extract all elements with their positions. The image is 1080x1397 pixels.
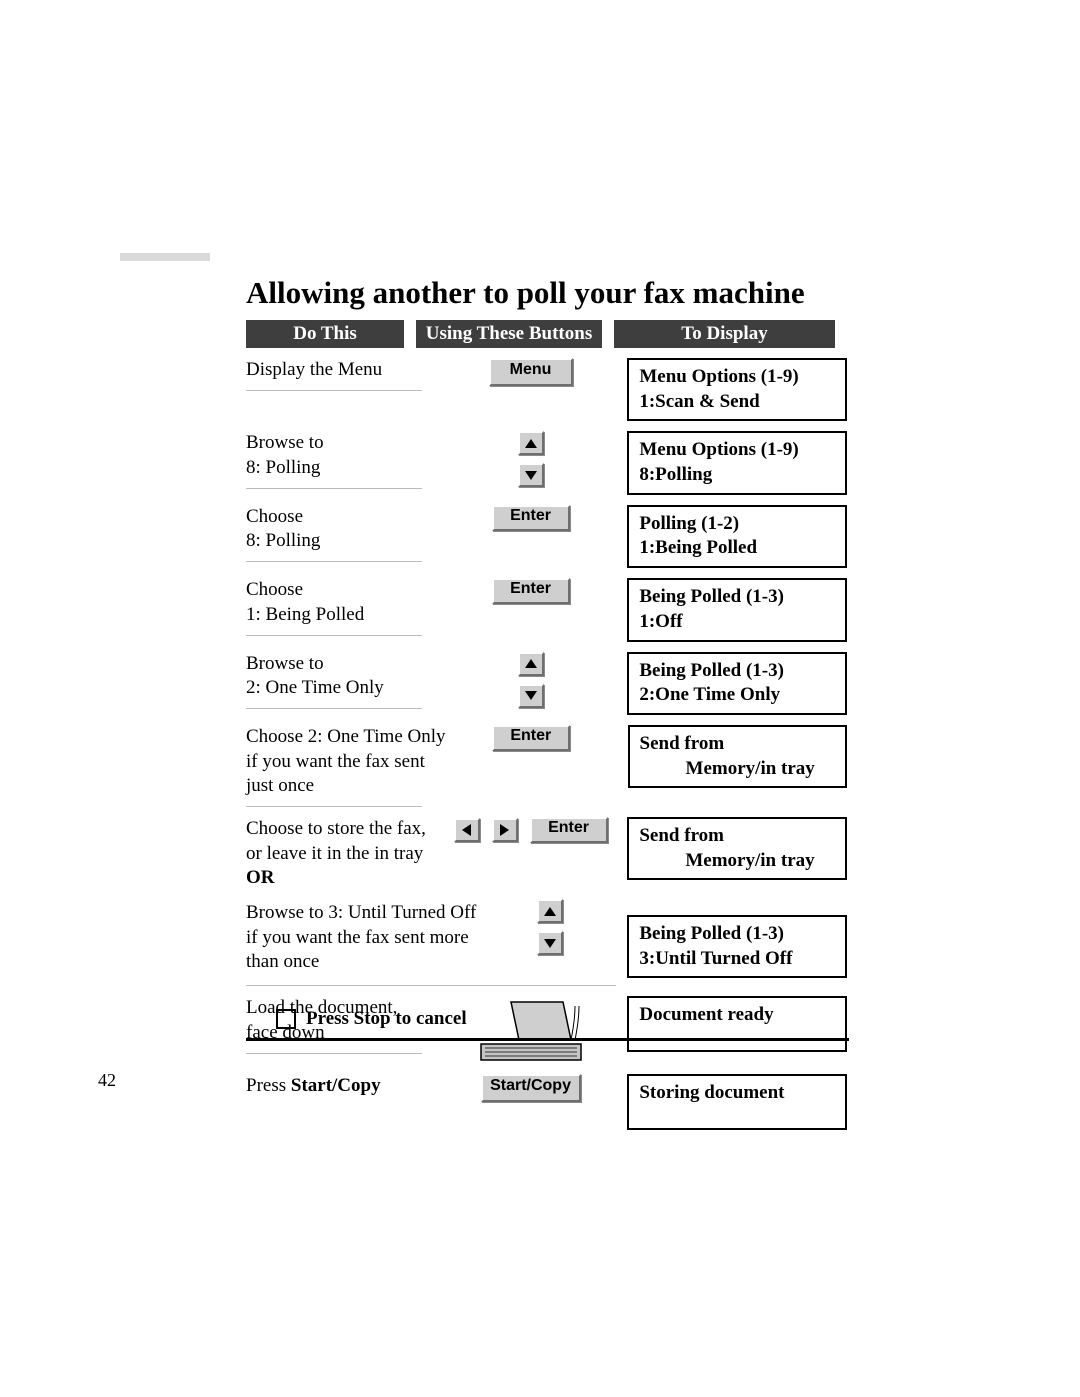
page-number: 42 xyxy=(98,1070,116,1091)
enter-button: Enter xyxy=(492,578,570,604)
do-this-text: Choose to store the fax, xyxy=(246,817,438,842)
enter-button: Enter xyxy=(530,817,608,843)
arrow-down-icon xyxy=(518,463,544,487)
display-line: 2:One Time Only xyxy=(639,683,835,708)
do-this-text: 1: Being Polled xyxy=(246,603,438,628)
do-this-text: just once xyxy=(246,774,438,799)
lcd-display: Being Polled (1-3) 2:One Time Only xyxy=(627,652,847,715)
col-do-this: Do This xyxy=(246,320,404,348)
do-this-text: Browse to xyxy=(246,652,438,677)
display-line: Being Polled (1-3) xyxy=(639,585,835,610)
table-row: Press Start/Copy Start/Copy Storing docu… xyxy=(246,1064,847,1130)
display-line: Storing document xyxy=(639,1081,835,1106)
display-line: Menu Options (1-9) xyxy=(639,438,835,463)
section-heading: Allowing another to poll your fax machin… xyxy=(246,275,805,311)
display-line: Menu Options (1-9) xyxy=(639,365,835,390)
do-this-text: Choose xyxy=(246,505,438,530)
do-this-text: Press xyxy=(246,1075,291,1096)
arrow-down-icon xyxy=(518,684,544,708)
do-this-text: Display the Menu xyxy=(246,359,382,380)
col-using-buttons: Using These Buttons xyxy=(416,320,602,348)
do-this-text: 8: Polling xyxy=(246,456,438,481)
col-to-display: To Display xyxy=(614,320,835,348)
table-row: Choose to store the fax, or leave it in … xyxy=(246,807,847,891)
separator xyxy=(246,1053,422,1054)
do-this-text: Browse to xyxy=(246,431,438,456)
arrow-up-icon xyxy=(518,652,544,676)
checkbox-icon xyxy=(276,1009,296,1029)
separator xyxy=(246,635,422,636)
lcd-display: Polling (1-2) 1:Being Polled xyxy=(627,505,847,568)
arrow-right-icon xyxy=(492,818,518,842)
table-row: Choose 2: One Time Only if you want the … xyxy=(246,715,847,807)
do-this-bold: Start/Copy xyxy=(291,1075,381,1096)
arrow-left-icon xyxy=(454,818,480,842)
table-row: Display the Menu Menu Menu Options (1-9)… xyxy=(246,348,847,421)
table-header-row: Do This Using These Buttons To Display xyxy=(246,320,847,348)
footer-text: Press Stop to cancel xyxy=(306,1008,467,1030)
enter-button: Enter xyxy=(492,505,570,531)
manual-page: Allowing another to poll your fax machin… xyxy=(0,0,1080,1397)
lcd-display: Menu Options (1-9) 8:Polling xyxy=(627,431,847,494)
display-line: Memory/in tray xyxy=(640,757,835,782)
display-line: 1:Off xyxy=(639,610,835,635)
do-this-text: if you want the fax sent xyxy=(246,750,438,775)
top-rule xyxy=(120,253,210,261)
lcd-display: Menu Options (1-9) 1:Scan & Send xyxy=(627,358,847,421)
lcd-display: Being Polled (1-3) 3:Until Turned Off xyxy=(627,915,847,978)
arrow-up-icon xyxy=(518,431,544,455)
table-row: Choose 8: Polling Enter Polling (1-2) 1:… xyxy=(246,495,847,568)
do-this-text: Choose xyxy=(246,578,438,603)
table-row: Browse to 8: Polling Menu Options (1-9) … xyxy=(246,421,847,494)
separator xyxy=(246,708,422,709)
display-line: 8:Polling xyxy=(639,463,835,488)
separator xyxy=(246,561,422,562)
do-this-text: than once xyxy=(246,950,486,975)
enter-button: Enter xyxy=(492,725,570,751)
display-line: Polling (1-2) xyxy=(639,512,835,537)
table-row: Browse to 2: One Time Only Being Polled … xyxy=(246,642,847,715)
lcd-display: Send from Memory/in tray xyxy=(627,817,847,880)
display-line: 1:Being Polled xyxy=(639,536,835,561)
arrow-up-icon xyxy=(537,899,563,923)
do-this-text: if you want the fax sent more xyxy=(246,926,486,951)
display-line: Being Polled (1-3) xyxy=(639,659,835,684)
display-line: 1:Scan & Send xyxy=(639,390,835,415)
do-this-text: Choose 2: One Time Only xyxy=(246,725,438,750)
menu-button: Menu xyxy=(489,358,573,386)
separator xyxy=(246,806,422,807)
lcd-display: Storing document xyxy=(627,1074,847,1130)
start-copy-button: Start/Copy xyxy=(481,1074,581,1102)
separator xyxy=(246,390,422,391)
do-this-text: Browse to 3: Until Turned Off xyxy=(246,901,486,926)
lcd-display: Being Polled (1-3) 1:Off xyxy=(627,578,847,641)
display-line: Send from xyxy=(639,824,835,849)
display-line: Being Polled (1-3) xyxy=(639,922,835,947)
display-line: Send from xyxy=(640,732,835,757)
table-row: Choose 1: Being Polled Enter Being Polle… xyxy=(246,568,847,641)
footer-note: Press Stop to cancel xyxy=(246,1008,849,1041)
do-this-text: 8: Polling xyxy=(246,529,438,554)
lcd-display: Send from Memory/in tray xyxy=(628,725,847,788)
separator xyxy=(246,488,422,489)
do-this-text: or leave it in the in tray xyxy=(246,842,438,867)
or-label: OR xyxy=(246,866,438,891)
do-this-text: 2: One Time Only xyxy=(246,676,438,701)
table-row: Browse to 3: Until Turned Off if you wan… xyxy=(246,891,847,978)
arrow-down-icon xyxy=(537,931,563,955)
display-line: 3:Until Turned Off xyxy=(639,947,835,972)
display-line: Memory/in tray xyxy=(639,849,835,874)
